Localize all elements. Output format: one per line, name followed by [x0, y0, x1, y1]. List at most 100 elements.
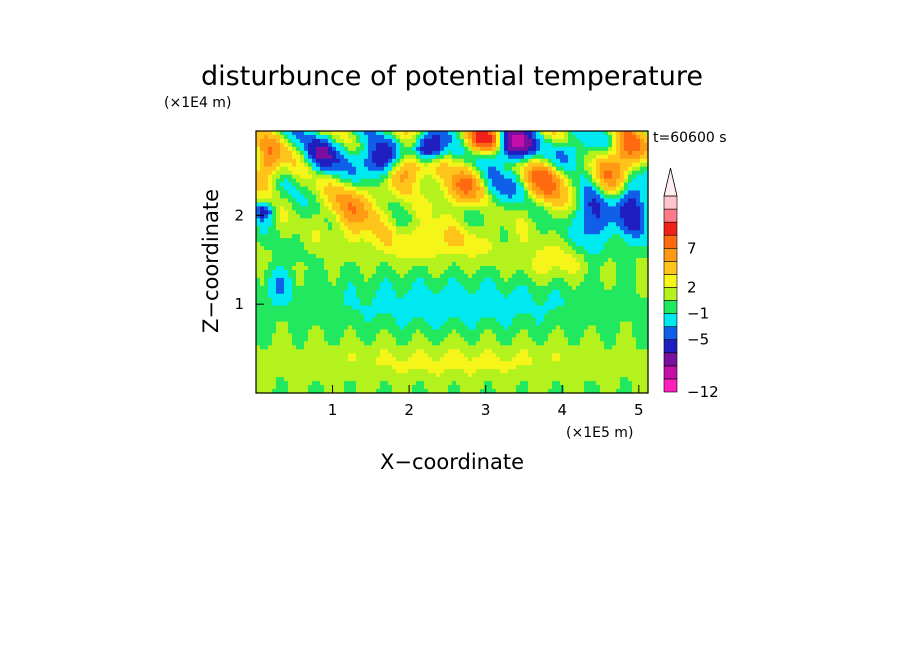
heatmap-cell: [564, 194, 569, 200]
heatmap-cell: [428, 254, 433, 259]
heatmap-cell: [416, 313, 421, 319]
heatmap-cell: [568, 238, 573, 243]
heatmap-cell: [468, 226, 473, 231]
heatmap-cell: [528, 254, 533, 259]
heatmap-cell: [332, 150, 337, 156]
heatmap-cell: [432, 146, 437, 152]
heatmap-cell: [308, 293, 313, 299]
heatmap-cell: [272, 170, 277, 176]
heatmap-cell: [468, 194, 473, 200]
heatmap-cell: [540, 166, 545, 172]
heatmap-cell: [500, 297, 505, 303]
heatmap-cell: [340, 150, 345, 156]
heatmap-cell: [416, 131, 421, 136]
heatmap-cell: [512, 281, 517, 287]
heatmap-cell: [316, 321, 321, 327]
heatmap-cell: [428, 170, 433, 176]
heatmap-cell: [448, 234, 453, 239]
heatmap-cell: [380, 178, 385, 184]
heatmap-cell: [332, 285, 337, 291]
heatmap-cell: [420, 186, 425, 192]
heatmap-cell: [412, 190, 417, 196]
heatmap-cell: [300, 309, 305, 315]
heatmap-cell: [292, 305, 297, 311]
heatmap-cell: [560, 218, 565, 223]
heatmap-cell: [416, 293, 421, 299]
heatmap-cell: [356, 309, 361, 315]
heatmap-cell: [420, 297, 425, 303]
heatmap-cell: [480, 309, 485, 315]
heatmap-cell: [632, 146, 637, 152]
heatmap-cell: [532, 166, 537, 172]
heatmap-cell: [440, 301, 445, 307]
heatmap-cell: [300, 210, 305, 215]
heatmap-cell: [596, 313, 601, 319]
heatmap-cell: [644, 162, 649, 168]
heatmap-cell: [360, 154, 365, 160]
heatmap-cell: [416, 182, 421, 188]
heatmap-cell: [460, 289, 465, 295]
heatmap-cell: [424, 329, 429, 335]
heatmap-cell: [436, 277, 441, 283]
heatmap-cell: [300, 226, 305, 231]
heatmap-cell: [628, 230, 633, 235]
heatmap-cell: [524, 313, 529, 319]
heatmap-cell: [584, 190, 589, 196]
heatmap-cell: [316, 142, 321, 148]
heatmap-cell: [404, 273, 409, 279]
heatmap-cell: [420, 214, 425, 219]
heatmap-cell: [440, 214, 445, 219]
heatmap-cell: [456, 238, 461, 243]
heatmap-cell: [412, 230, 417, 235]
heatmap-cell: [264, 230, 269, 235]
heatmap-cell: [480, 210, 485, 215]
heatmap-cell: [596, 174, 601, 180]
heatmap-cell: [376, 218, 381, 223]
heatmap-cell: [272, 150, 277, 156]
heatmap-cell: [644, 297, 649, 303]
heatmap-cell: [460, 194, 465, 200]
heatmap-cell: [432, 190, 437, 196]
heatmap-cell: [468, 146, 473, 152]
heatmap-cell: [488, 305, 493, 311]
heatmap-cell: [368, 178, 373, 184]
heatmap-cell: [468, 186, 473, 192]
heatmap-cell: [308, 269, 313, 275]
heatmap-cell: [308, 246, 313, 251]
heatmap-cell: [276, 162, 281, 168]
heatmap-cell: [276, 246, 281, 251]
heatmap-cell: [552, 258, 557, 263]
heatmap-cell: [580, 190, 585, 196]
heatmap-cell: [384, 246, 389, 251]
heatmap-cell: [404, 206, 409, 211]
heatmap-cell: [484, 218, 489, 223]
heatmap-cell: [540, 182, 545, 188]
heatmap-cell: [412, 166, 417, 172]
heatmap-cell: [336, 226, 341, 231]
heatmap-cell: [420, 210, 425, 215]
heatmap-cell: [616, 206, 621, 211]
heatmap-cell: [504, 317, 509, 323]
heatmap-cell: [260, 238, 265, 243]
heatmap-cell: [260, 297, 265, 303]
heatmap-cell: [608, 329, 613, 335]
heatmap-cell: [392, 138, 397, 144]
heatmap-cell: [520, 206, 525, 211]
heatmap-cell: [324, 250, 329, 255]
heatmap-cell: [560, 131, 565, 136]
heatmap-cell: [644, 150, 649, 156]
heatmap-cell: [568, 134, 573, 140]
heatmap-cell: [280, 265, 285, 271]
heatmap-cell: [556, 254, 561, 259]
heatmap-cell: [508, 317, 513, 323]
heatmap-cell: [396, 150, 401, 156]
heatmap-cell: [480, 166, 485, 172]
heatmap-cell: [452, 206, 457, 211]
heatmap-cell: [344, 254, 349, 259]
heatmap-cell: [640, 226, 645, 231]
heatmap-cell: [480, 214, 485, 219]
heatmap-cell: [464, 210, 469, 215]
heatmap-cell: [524, 206, 529, 211]
heatmap-cell: [548, 190, 553, 196]
heatmap-cell: [592, 281, 597, 287]
